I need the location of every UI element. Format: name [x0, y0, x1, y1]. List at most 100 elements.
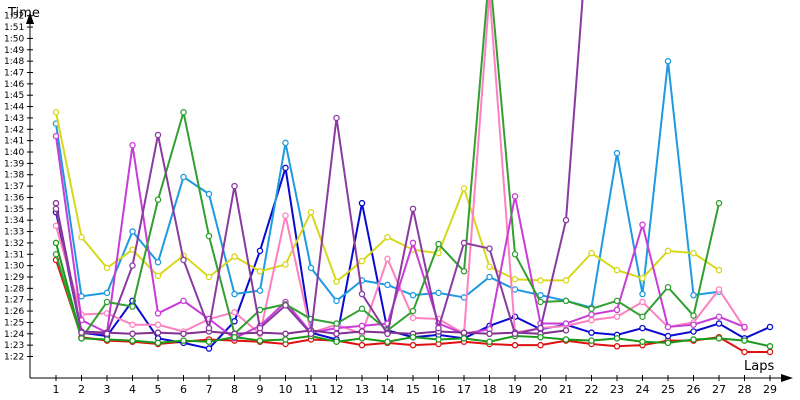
y-tick-label: 1:25: [4, 318, 24, 328]
data-point: [588, 329, 595, 336]
data-point: [307, 208, 315, 216]
data-point: [639, 298, 646, 306]
y-tick-label: 1:41: [4, 137, 24, 147]
data-point: [562, 336, 570, 343]
x-tick-label: 29: [763, 383, 777, 396]
data-point: [384, 281, 391, 289]
x-tick-label: 1: [53, 383, 60, 396]
data-point: [409, 307, 417, 315]
y-tick-label: 1:42: [4, 125, 24, 135]
data-point: [715, 313, 723, 320]
data-point: [537, 341, 544, 349]
data-point: [664, 57, 672, 65]
data-point: [613, 266, 621, 274]
data-point: [78, 335, 85, 342]
data-point: [333, 278, 340, 285]
series-3: [52, 57, 723, 311]
y-tick-label: 1:49: [4, 46, 24, 56]
data-point: [664, 247, 672, 255]
data-point: [129, 303, 136, 310]
data-point: [409, 341, 417, 349]
x-tick-label: 6: [180, 383, 187, 396]
data-point: [282, 330, 289, 338]
y-axis-arrow-icon: [26, 12, 34, 24]
data-point: [715, 286, 723, 293]
y-tick-label: 1:22: [4, 353, 24, 363]
y-tick-label: 1:33: [4, 228, 24, 238]
data-point: [562, 320, 570, 327]
data-point: [52, 205, 60, 213]
data-point: [664, 332, 672, 340]
data-point: [588, 316, 595, 324]
series-line: [55, 0, 584, 337]
y-tick-label: 1:51: [4, 23, 24, 33]
data-point: [154, 272, 162, 280]
data-point: [613, 335, 621, 342]
data-point: [129, 337, 136, 344]
data-point: [588, 249, 595, 257]
x-tick-label: 26: [687, 383, 701, 396]
data-point: [562, 277, 570, 284]
data-point: [741, 337, 748, 344]
data-point: [307, 264, 315, 272]
data-point: [154, 258, 162, 266]
data-point: [537, 333, 544, 341]
x-ticks: 1 2 3 4 5 6 7 8 9 10 11 12 13 14 15 16 17 18 19 20 21 22 23 24 2…: [53, 375, 777, 396]
data-point: [205, 190, 213, 198]
data-point: [562, 297, 570, 305]
data-point: [205, 232, 213, 240]
data-point: [358, 305, 366, 313]
data-point: [511, 276, 519, 283]
data-point: [333, 320, 340, 327]
x-tick-label: 9: [257, 383, 264, 396]
data-point: [537, 324, 544, 332]
data-point: [384, 255, 391, 263]
data-point: [307, 330, 315, 338]
x-axis-arrow-icon: [781, 374, 793, 382]
y-tick-label: 1:52: [4, 12, 24, 22]
data-point: [486, 273, 493, 281]
series-lines: [52, 0, 774, 356]
data-point: [690, 249, 697, 257]
data-point: [435, 240, 442, 248]
data-point: [409, 291, 417, 299]
data-point: [256, 337, 264, 344]
data-point: [154, 131, 162, 139]
x-tick-label: 14: [381, 383, 395, 396]
y-tick-label: 1:36: [4, 193, 24, 203]
series-10: [52, 0, 584, 338]
y-tick-label: 1:39: [4, 159, 24, 169]
data-point: [103, 336, 111, 343]
x-tick-label: 2: [78, 383, 85, 396]
data-point: [715, 266, 723, 274]
y-tick-label: 1:26: [4, 307, 24, 317]
data-point: [715, 320, 723, 327]
data-point: [460, 329, 468, 336]
data-point: [103, 330, 111, 338]
data-point: [333, 297, 340, 305]
data-point: [180, 173, 187, 181]
data-point: [358, 199, 366, 207]
data-point: [282, 261, 289, 268]
y-tick-label: 1:37: [4, 182, 24, 192]
data-point: [766, 343, 774, 350]
x-tick-label: 22: [585, 383, 599, 396]
data-point: [78, 233, 85, 241]
data-point: [409, 205, 417, 213]
y-tick-label: 1:27: [4, 296, 24, 306]
data-point: [486, 330, 493, 338]
data-point: [129, 321, 136, 328]
data-point: [129, 228, 136, 235]
data-point: [358, 328, 366, 335]
data-point: [103, 298, 111, 306]
y-tick-label: 1:44: [4, 103, 24, 113]
data-point: [154, 196, 162, 203]
data-point: [231, 182, 238, 190]
data-point: [690, 328, 697, 335]
data-point: [205, 324, 213, 332]
x-tick-label: 17: [457, 383, 471, 396]
x-tick-label: 3: [104, 383, 111, 396]
data-point: [486, 338, 493, 345]
x-tick-label: 8: [231, 383, 238, 396]
